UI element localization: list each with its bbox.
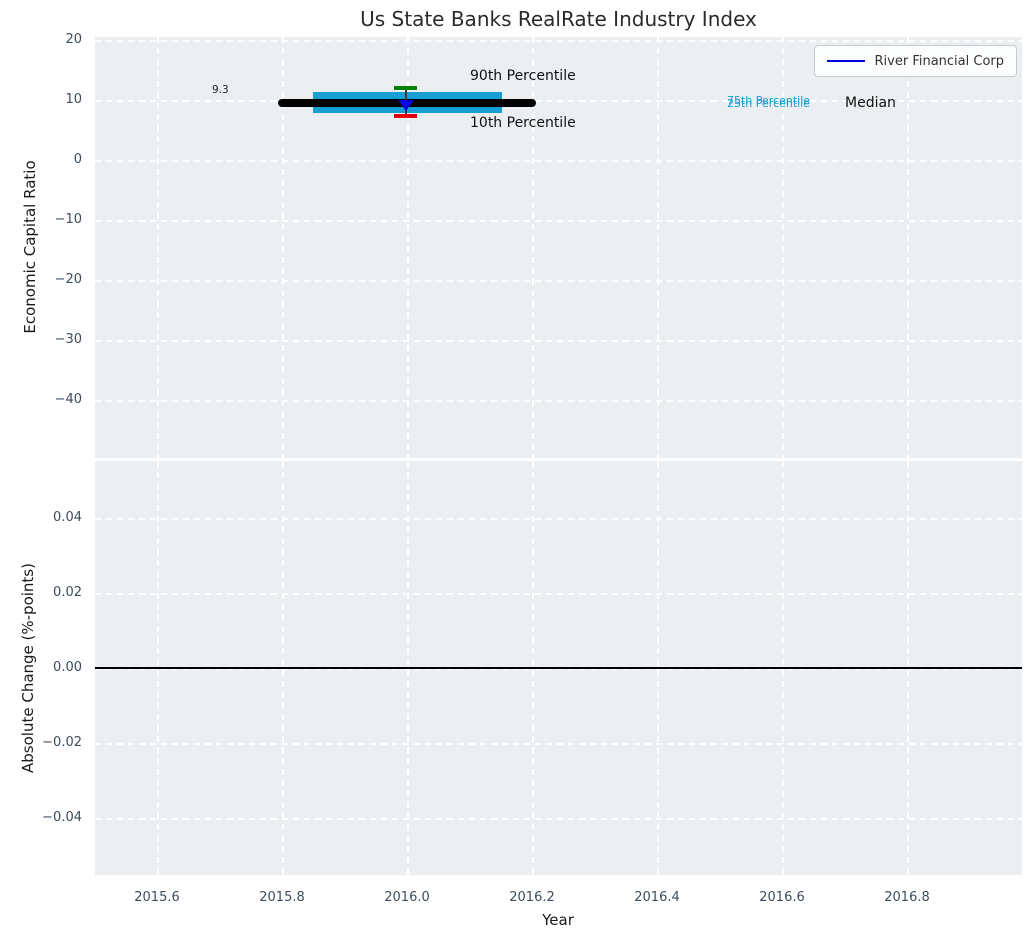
gridline-horizontal [95,593,1022,595]
gridline-horizontal [95,340,1022,342]
company-value-annotation: 9.3 [212,84,229,96]
ytick-label: −0.04 [42,810,82,825]
ytick-label: 0.02 [53,585,82,600]
bottom-y-axis-label: Absolute Change (%-points) [19,563,37,773]
gridline-horizontal [95,400,1022,402]
gridline-vertical [282,37,284,458]
percentile-90-cap [394,86,417,90]
zero-baseline [95,667,1022,669]
gridline-vertical [407,37,409,458]
xtick-label: 2016.2 [509,890,555,905]
annotation-median: Median [845,95,896,111]
gridline-horizontal [95,100,1022,102]
gridline-horizontal [95,220,1022,222]
annotation-10th-percentile: 10th Percentile [470,115,576,131]
gridline-vertical [657,37,659,458]
top-subplot-area: 9.3 90th Percentile 10th Percentile 75th… [95,37,1022,458]
annotation-25th-percentile: 25th Percentile [727,97,811,110]
annotation-75th-percentile: 75th Percentile [727,94,811,107]
percentile-10-cap [394,114,417,118]
xtick-label: 2015.8 [259,890,305,905]
chart-title: Us State Banks RealRate Industry Index [360,7,757,31]
gridline-horizontal [95,40,1022,42]
xtick-label: 2016.4 [634,890,680,905]
ytick-label: 10 [65,92,82,107]
xtick-label: 2016.8 [884,890,930,905]
xtick-label: 2015.6 [134,890,180,905]
company-marker-icon [398,100,414,111]
legend-line-sample [826,59,865,63]
ytick-label: −40 [54,392,82,407]
legend-label: River Financial Corp [874,53,1005,69]
ytick-label: −0.02 [42,735,82,750]
legend: River Financial Corp [813,45,1017,77]
ytick-label: −10 [54,212,82,227]
xtick-label: 2016.0 [384,890,430,905]
gridline-horizontal [95,518,1022,520]
gridline-vertical [157,37,159,458]
top-y-axis-label: Economic Capital Ratio [21,160,39,334]
ytick-label: 0 [73,152,82,167]
bottom-subplot-area [95,461,1022,875]
ytick-label: 0.04 [53,510,82,525]
ytick-label: −20 [54,272,82,287]
annotation-90th-percentile: 90th Percentile [470,68,576,84]
xtick-label: 2016.6 [759,890,805,905]
ytick-label: −30 [54,332,82,347]
ytick-label: 20 [65,32,82,47]
gridline-horizontal [95,280,1022,282]
gridline-vertical [532,37,534,458]
gridline-horizontal [95,743,1022,745]
x-axis-label: Year [542,911,574,929]
ytick-label: 0.00 [53,660,82,675]
gridline-vertical [907,37,909,458]
gridline-horizontal [95,160,1022,162]
gridline-vertical [782,37,784,458]
gridline-horizontal [95,818,1022,820]
